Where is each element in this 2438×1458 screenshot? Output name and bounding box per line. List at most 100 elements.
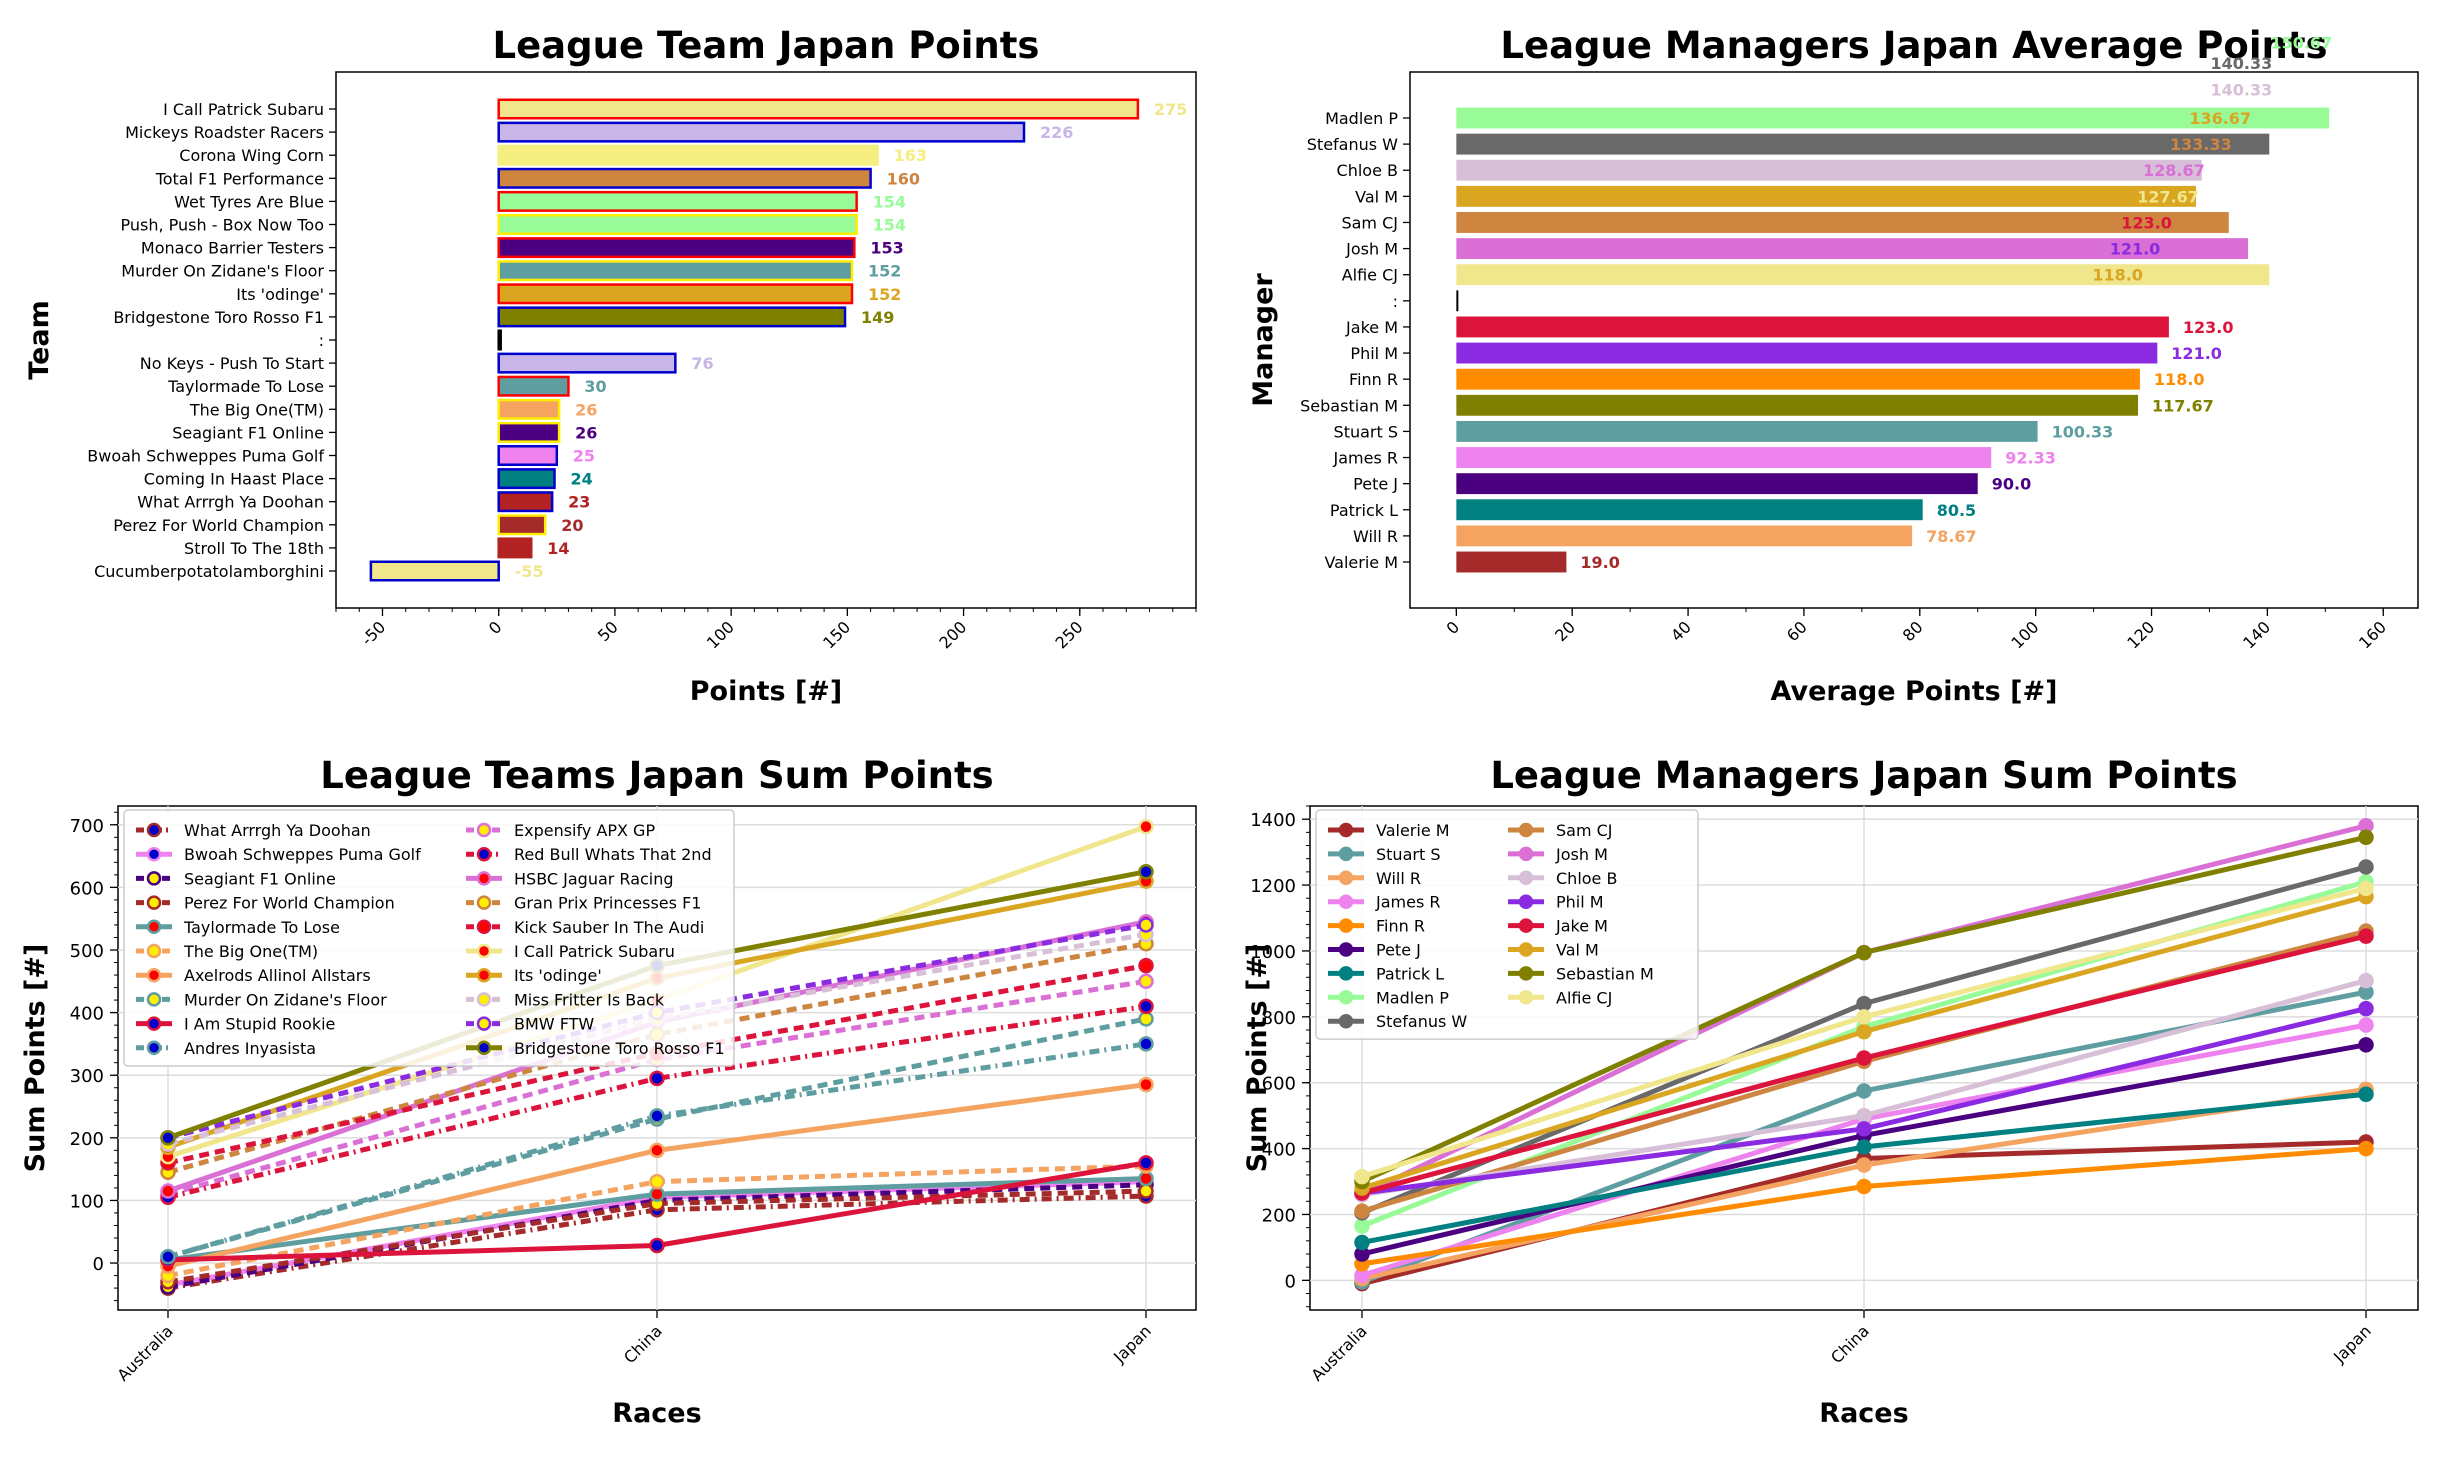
x-tick-label: 100 — [2007, 617, 2042, 652]
data-point — [2358, 928, 2374, 944]
legend-swatch-marker — [1338, 990, 1354, 1005]
legend-swatch-marker — [476, 919, 492, 935]
legend-label: Patrick L — [1376, 964, 1444, 983]
legend-label: Stefanus W — [1376, 1012, 1467, 1031]
bar — [1456, 107, 2330, 129]
legend-swatch-marker — [1518, 894, 1534, 909]
y-tick-label: Pete J — [1353, 475, 1398, 494]
y-tick-label: : — [1393, 292, 1398, 311]
y-tick-label: Alfie CJ — [1342, 266, 1398, 285]
bar — [497, 375, 570, 397]
bar — [497, 121, 1026, 143]
data-point — [1138, 1036, 1154, 1052]
data-point — [1138, 818, 1154, 835]
line-chart-3: 0 200 400 600 800 1000 1200 1400 Australia China J… — [1242, 754, 2419, 1429]
bar — [497, 167, 872, 189]
legend-label: Sebastian M — [1556, 964, 1654, 983]
data-point — [1138, 1011, 1154, 1027]
bar-chart-0: League Team Japan Points Points [#] Team -5… — [24, 24, 1197, 707]
bar-value-label: -55 — [515, 562, 544, 581]
y-tick-label: Phil M — [1350, 344, 1398, 363]
x-tick-label: -50 — [357, 617, 389, 649]
x-tick-label: 140 — [2239, 617, 2274, 652]
data-point — [2358, 880, 2374, 897]
y-tick-label: Sam CJ — [1341, 213, 1398, 232]
y-tick-label: 800 — [1262, 1008, 1296, 1029]
bar-value-label: 30 — [584, 377, 606, 396]
legend-label: I Am Stupid Rookie — [184, 1015, 335, 1034]
data-point — [2358, 972, 2374, 989]
bar-value-label: 154 — [873, 216, 906, 235]
overlay-value-label: 121.0 — [2110, 240, 2161, 259]
legend-label: Seagiant F1 Online — [184, 869, 336, 888]
bar-value-label: 160 — [887, 169, 920, 188]
y-tick-label: No Keys - Push To Start — [140, 354, 324, 373]
overlay-value-label: 128.67 — [2143, 161, 2205, 180]
y-tick-label: The Big One(TM) — [189, 400, 324, 419]
y-tick-label: What Arrrgh Ya Doohan — [137, 493, 324, 512]
data-point — [1856, 1157, 1872, 1173]
data-point — [1138, 1155, 1154, 1171]
legend-swatch-marker — [1518, 918, 1534, 933]
x-tick-label: China — [1827, 1321, 1873, 1367]
bar-value-label: 152 — [868, 285, 901, 304]
bar-value-label: 163 — [894, 146, 927, 165]
x-tick-label: Australia — [1307, 1321, 1370, 1384]
data-point — [1138, 1170, 1154, 1187]
x-axis-label: Points [#] — [690, 676, 843, 707]
legend-swatch-marker — [1338, 942, 1354, 957]
y-tick-label: Stroll To The 18th — [184, 539, 324, 558]
data-point — [1138, 917, 1154, 933]
legend-swatch-marker — [1338, 870, 1354, 886]
legend-label: Phil M — [1556, 893, 1604, 912]
legend-box — [123, 809, 735, 1067]
legend-swatch-marker — [1518, 942, 1534, 957]
bar — [497, 306, 847, 328]
y-tick-label: Corona Wing Corn — [179, 146, 324, 165]
data-point — [1856, 1050, 1872, 1066]
legend-swatch-marker — [1338, 894, 1354, 909]
bar-value-label: 23 — [568, 493, 590, 512]
bar — [1456, 394, 2139, 416]
data-point — [649, 1070, 665, 1087]
bar — [1456, 525, 1913, 547]
legend-swatch-marker — [476, 967, 492, 983]
y-tick-label: Murder On Zidane's Floor — [121, 262, 324, 281]
y-tick-label: Wet Tyres Are Blue — [174, 192, 324, 211]
bar-value-label: 90.0 — [1992, 475, 2031, 494]
bar — [1456, 420, 2038, 442]
y-tick-label: I Call Patrick Subaru — [163, 100, 324, 119]
y-tick-label: 300 — [70, 1066, 104, 1087]
x-tick-label: 120 — [2123, 617, 2158, 652]
y-tick-label: Its 'odinge' — [236, 285, 324, 304]
legend-label: Bridgestone Toro Rosso F1 — [514, 1039, 725, 1058]
legend-label: Alfie CJ — [1556, 988, 1612, 1007]
bar — [497, 237, 856, 259]
y-tick-label: 200 — [70, 1129, 104, 1150]
bar-value-label: 152 — [868, 262, 901, 281]
legend-label: Red Bull Whats That 2nd — [514, 845, 712, 864]
x-tick-label: 0 — [1443, 617, 1464, 638]
bar — [1456, 342, 2158, 364]
bar — [1456, 551, 1567, 573]
legend-swatch-marker — [146, 967, 162, 983]
y-tick-label: 600 — [70, 878, 104, 899]
legend-swatch-marker — [146, 1016, 162, 1031]
legend-label: I Call Patrick Subaru — [514, 942, 675, 961]
y-tick-label: 400 — [70, 1004, 104, 1025]
bar-value-label: 153 — [870, 239, 903, 258]
bar — [497, 421, 561, 443]
data-point — [2358, 1017, 2374, 1033]
x-tick-label: 80 — [1899, 617, 1927, 645]
data-point — [1856, 1178, 1872, 1195]
bar — [497, 214, 858, 235]
data-point — [2358, 1140, 2374, 1157]
plot-frame — [1409, 71, 2419, 609]
legend-label: Murder On Zidane's Floor — [184, 990, 387, 1009]
y-tick-label: Perez For World Champion — [113, 516, 324, 535]
bar — [497, 144, 879, 166]
overlay-value-label: 118.0 — [2092, 266, 2143, 285]
bar — [497, 283, 854, 305]
legend-swatch-marker — [146, 943, 162, 959]
chart-title: League Managers Japan Sum Points — [1490, 754, 2237, 797]
